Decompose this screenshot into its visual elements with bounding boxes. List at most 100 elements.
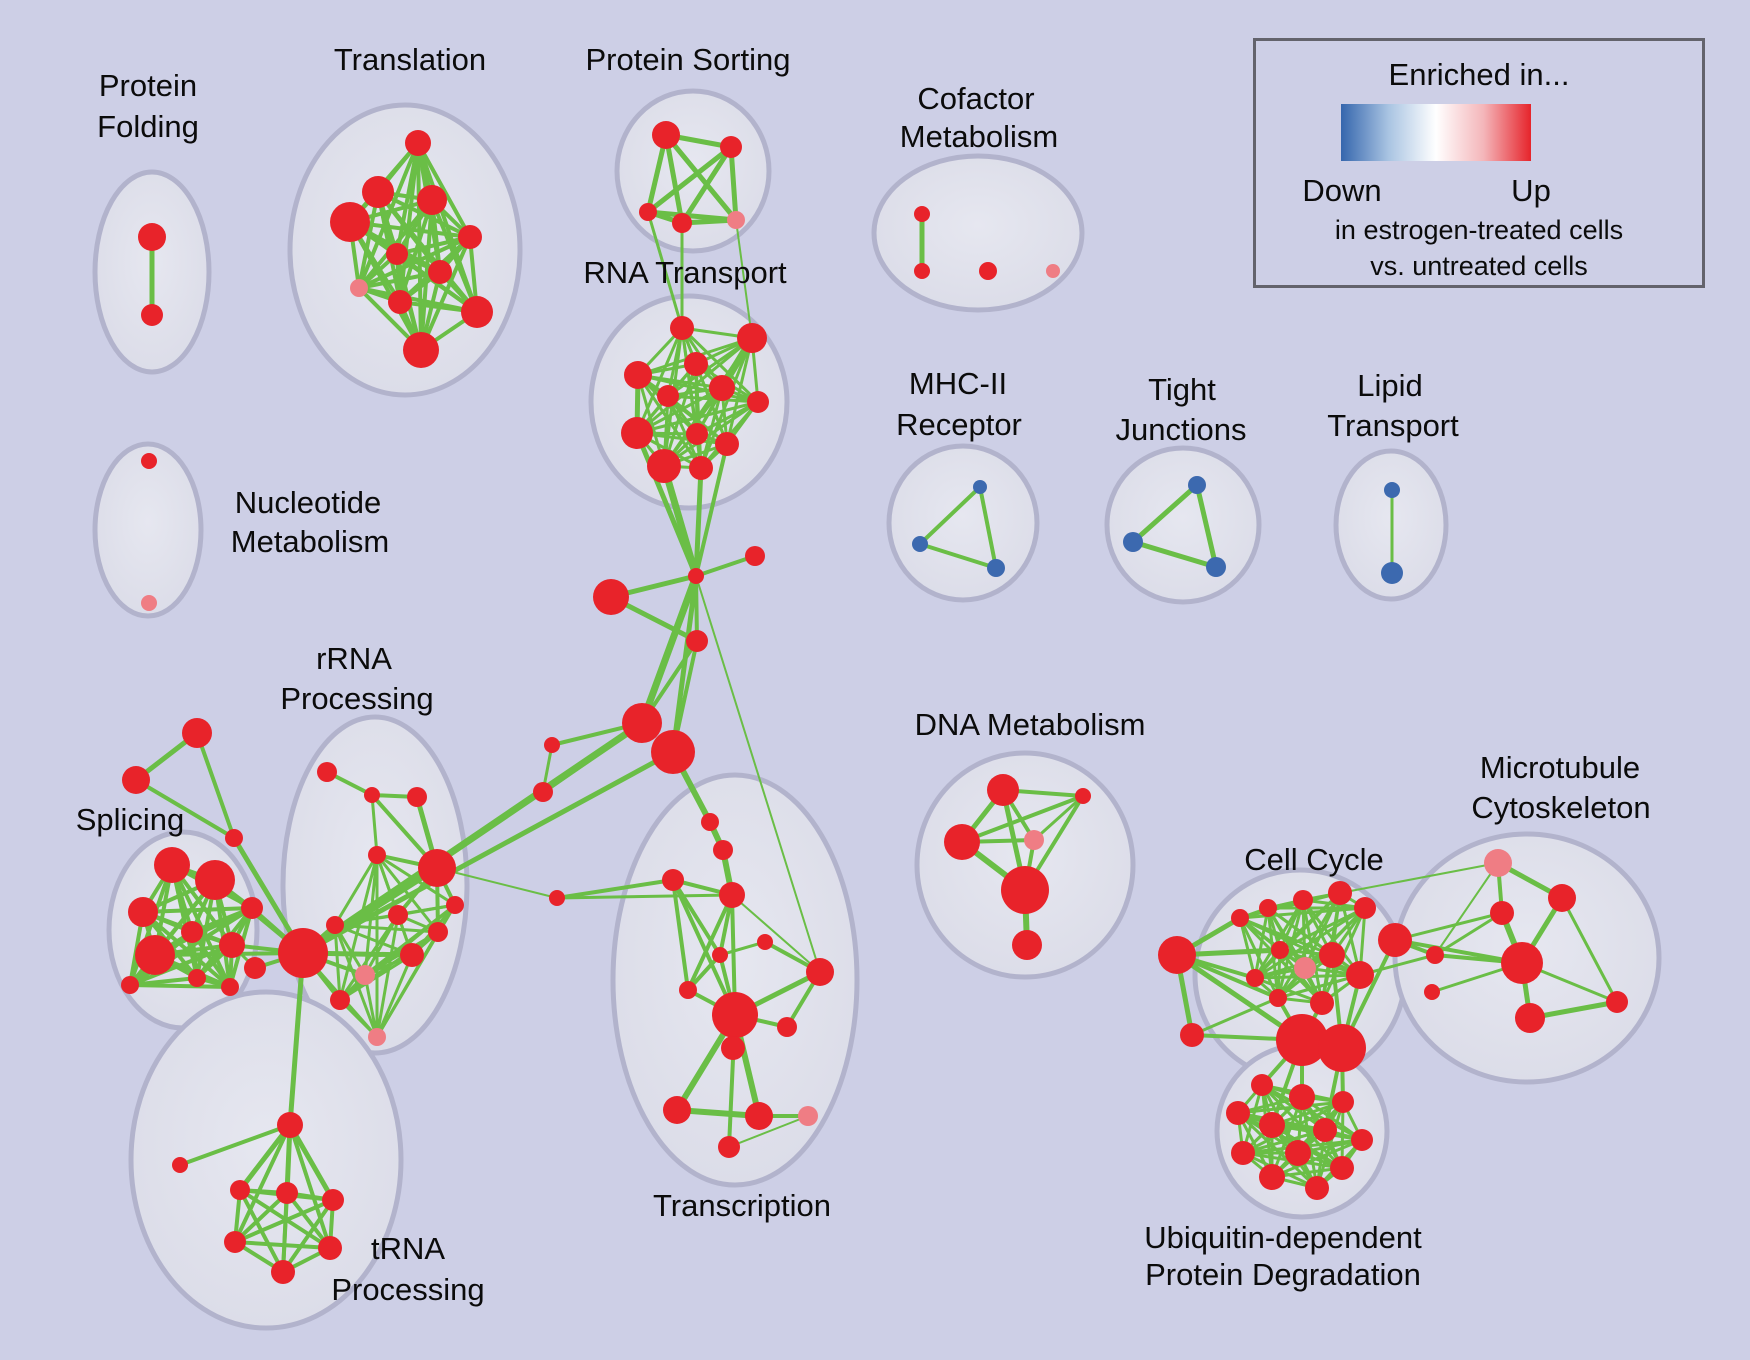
- node-ccm[interactable]: [1276, 1014, 1328, 1066]
- node-rt1[interactable]: [670, 316, 694, 340]
- node-t2[interactable]: [330, 202, 370, 242]
- node-cch[interactable]: [1319, 942, 1345, 968]
- node-d2[interactable]: [1075, 788, 1091, 804]
- node-u12[interactable]: [1305, 1176, 1329, 1200]
- node-s10[interactable]: [221, 978, 239, 996]
- node-w5[interactable]: [318, 1236, 342, 1260]
- node-ccb[interactable]: [1259, 899, 1277, 917]
- node-ccg[interactable]: [1246, 969, 1264, 987]
- node-ra[interactable]: [317, 762, 337, 782]
- node-nm2[interactable]: [141, 595, 157, 611]
- node-nm1[interactable]: [141, 453, 157, 469]
- node-ps3[interactable]: [639, 203, 657, 221]
- node-mt3[interactable]: [1501, 942, 1543, 984]
- node-rb[interactable]: [364, 787, 380, 803]
- node-t7[interactable]: [428, 260, 452, 284]
- node-t4[interactable]: [417, 185, 447, 215]
- node-h1[interactable]: [622, 703, 662, 743]
- node-x8[interactable]: [679, 981, 697, 999]
- node-lp1[interactable]: [1384, 482, 1400, 498]
- node-ccc[interactable]: [1293, 890, 1313, 910]
- node-u3[interactable]: [1332, 1091, 1354, 1113]
- node-u10[interactable]: [1330, 1156, 1354, 1180]
- node-rt4[interactable]: [684, 352, 708, 376]
- node-x13[interactable]: [745, 1102, 773, 1130]
- node-ccf[interactable]: [1271, 941, 1289, 959]
- node-mt1[interactable]: [1548, 884, 1576, 912]
- node-c2[interactable]: [745, 546, 765, 566]
- node-d1[interactable]: [987, 774, 1019, 806]
- node-x6[interactable]: [712, 947, 728, 963]
- node-rj[interactable]: [428, 922, 448, 942]
- node-x5[interactable]: [757, 934, 773, 950]
- node-ps1[interactable]: [652, 121, 680, 149]
- node-x7[interactable]: [806, 958, 834, 986]
- node-rt8[interactable]: [621, 417, 653, 449]
- node-ccd[interactable]: [1328, 881, 1352, 905]
- node-x12[interactable]: [663, 1096, 691, 1124]
- node-s4[interactable]: [135, 935, 175, 975]
- node-u5[interactable]: [1259, 1112, 1285, 1138]
- node-mc1[interactable]: [1426, 946, 1444, 964]
- node-ccl[interactable]: [1378, 923, 1412, 957]
- node-d3[interactable]: [944, 824, 980, 860]
- node-mt2[interactable]: [1490, 901, 1514, 925]
- node-ri[interactable]: [400, 943, 424, 967]
- node-rd[interactable]: [368, 846, 386, 864]
- node-w6[interactable]: [271, 1260, 295, 1284]
- node-u6[interactable]: [1313, 1118, 1337, 1142]
- node-d5[interactable]: [1001, 866, 1049, 914]
- node-rt7[interactable]: [657, 385, 679, 407]
- node-mh2[interactable]: [912, 536, 928, 552]
- node-rh[interactable]: [278, 928, 328, 978]
- node-rt3[interactable]: [624, 361, 652, 389]
- node-tl[interactable]: [172, 1157, 188, 1173]
- node-ps2[interactable]: [720, 136, 742, 158]
- node-u7[interactable]: [1351, 1129, 1373, 1151]
- node-c1[interactable]: [688, 568, 704, 584]
- node-ccj[interactable]: [1310, 991, 1334, 1015]
- node-s5[interactable]: [181, 921, 203, 943]
- node-s2[interactable]: [195, 860, 235, 900]
- node-mh3[interactable]: [987, 559, 1005, 577]
- node-d6[interactable]: [1012, 930, 1042, 960]
- node-l2[interactable]: [533, 782, 553, 802]
- node-t11[interactable]: [403, 332, 439, 368]
- node-cce[interactable]: [1354, 897, 1376, 919]
- node-th[interactable]: [277, 1112, 303, 1138]
- node-rt9[interactable]: [686, 423, 708, 445]
- node-s6[interactable]: [219, 932, 245, 958]
- node-cf3[interactable]: [979, 262, 997, 280]
- node-x11[interactable]: [721, 1036, 745, 1060]
- node-cf1[interactable]: [914, 206, 930, 222]
- node-ccp[interactable]: [1294, 957, 1316, 979]
- node-tri1[interactable]: [182, 718, 212, 748]
- node-rl[interactable]: [368, 1028, 386, 1046]
- node-u2[interactable]: [1289, 1084, 1315, 1110]
- node-mc2[interactable]: [1424, 984, 1440, 1000]
- node-x15[interactable]: [718, 1136, 740, 1158]
- node-u1[interactable]: [1251, 1074, 1273, 1096]
- node-rt12[interactable]: [689, 456, 713, 480]
- node-lp2[interactable]: [1381, 562, 1403, 584]
- node-x10[interactable]: [777, 1017, 797, 1037]
- node-ps5[interactable]: [727, 211, 745, 229]
- node-pf2[interactable]: [141, 304, 163, 326]
- node-rt11[interactable]: [647, 449, 681, 483]
- node-h2[interactable]: [651, 730, 695, 774]
- node-mt4[interactable]: [1515, 1003, 1545, 1033]
- node-s3[interactable]: [128, 897, 158, 927]
- node-x1[interactable]: [701, 813, 719, 831]
- node-re[interactable]: [418, 849, 456, 887]
- node-tj3[interactable]: [1206, 557, 1226, 577]
- node-rt2[interactable]: [737, 323, 767, 353]
- node-x3[interactable]: [662, 869, 684, 891]
- node-w1[interactable]: [230, 1180, 250, 1200]
- node-x2[interactable]: [713, 840, 733, 860]
- node-ccL[interactable]: [1158, 936, 1196, 974]
- node-rm[interactable]: [330, 990, 350, 1010]
- node-s1[interactable]: [154, 847, 190, 883]
- node-tj1[interactable]: [1188, 476, 1206, 494]
- node-mt5[interactable]: [1606, 991, 1628, 1013]
- node-rg[interactable]: [326, 916, 344, 934]
